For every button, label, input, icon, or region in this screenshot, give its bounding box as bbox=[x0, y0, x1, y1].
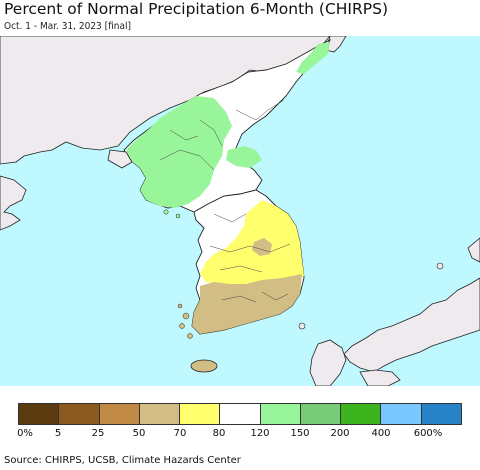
legend-ticks: 0% 5 25 50 70 80 120 150 200 400 600% bbox=[0, 428, 480, 442]
land-japan-shikoku bbox=[359, 369, 401, 386]
source-note: Source: CHIRPS, UCSB, Climate Hazards Ce… bbox=[4, 455, 241, 466]
land-japan-main bbox=[343, 277, 480, 373]
legend-tick: 50 bbox=[132, 428, 146, 439]
legend-tick: 0% bbox=[17, 428, 33, 439]
land-japan-hokkaido-tip bbox=[467, 237, 480, 263]
legend-bar bbox=[18, 403, 462, 425]
province-boundaries bbox=[159, 99, 291, 303]
region-sk-dry-tan bbox=[192, 274, 302, 334]
legend-tick: 400 bbox=[371, 428, 391, 439]
land-china-west bbox=[0, 175, 27, 231]
legend-swatch-25-50 bbox=[98, 404, 139, 424]
sk-west-islands bbox=[177, 303, 193, 339]
legend-swatch-80-120 bbox=[219, 404, 260, 424]
island-jeju bbox=[190, 359, 218, 373]
legend-tick: 150 bbox=[290, 428, 310, 439]
legend-tick: 5 bbox=[54, 428, 62, 439]
region-nk-wet-ne bbox=[296, 42, 330, 74]
legend-swatch-0-5 bbox=[19, 404, 59, 424]
land-japan-kyushu bbox=[309, 339, 347, 386]
land-liaodong bbox=[107, 149, 133, 169]
legend-swatch-200-400 bbox=[340, 404, 381, 424]
legend-swatch-600-plus bbox=[420, 404, 461, 424]
legend-swatch-400-600 bbox=[380, 404, 421, 424]
legend-tick: 25 bbox=[91, 428, 105, 439]
legend-tick: 200 bbox=[330, 428, 350, 439]
nk-west-islands bbox=[163, 209, 181, 219]
island-tsushima bbox=[298, 322, 306, 330]
legend-tick: 120 bbox=[250, 428, 270, 439]
legend-swatch-120-150 bbox=[259, 404, 300, 424]
region-sk-dry-tan-inland bbox=[252, 238, 272, 256]
region-sk-dry-yellow bbox=[200, 200, 304, 286]
region-nk-wet-east bbox=[226, 146, 262, 168]
map-canvas bbox=[0, 36, 480, 386]
legend-swatch-150-200 bbox=[299, 404, 341, 424]
legend-tick: 80 bbox=[212, 428, 226, 439]
map bbox=[0, 36, 480, 386]
legend-swatch-70-80 bbox=[179, 404, 220, 424]
legend-swatch-5-25 bbox=[58, 404, 99, 424]
page-subtitle: Oct. 1 - Mar. 31, 2023 [final] bbox=[4, 21, 132, 32]
legend-swatch-50-70 bbox=[138, 404, 180, 424]
page-title: Percent of Normal Precipitation 6-Month … bbox=[4, 0, 388, 18]
legend-tick: 70 bbox=[173, 428, 187, 439]
island-oki bbox=[436, 262, 444, 270]
legend-tick: 600% bbox=[413, 428, 443, 439]
